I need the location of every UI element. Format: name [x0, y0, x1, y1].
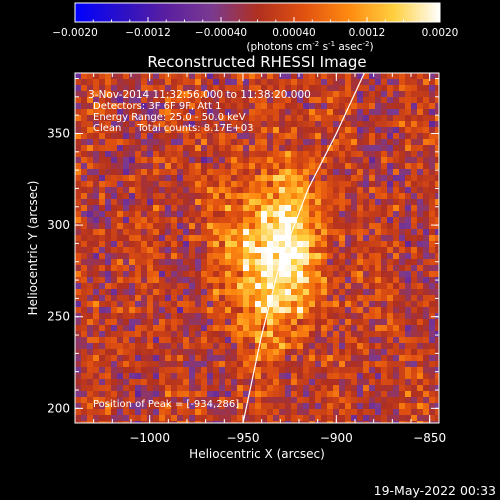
energy-range-text: Energy Range: 25.0 - 50.0 keV	[93, 112, 246, 123]
peak-position-text: Position of Peak = [-934,286]	[93, 399, 239, 410]
footer-date: 19-May-2022 00:33	[374, 483, 496, 498]
info-annotations: 3-Nov-2014 11:32:56.000 to 11:38:20.000 …	[88, 89, 311, 410]
colorbar-tick-label: −0.00040	[195, 27, 247, 39]
detectors-text: Detectors: 3F 6F 9F, Att 1	[93, 101, 221, 112]
x-tick-label: −900	[320, 431, 353, 445]
y-tick-label: 200	[47, 401, 70, 415]
clean-counts-text: Clean Total counts: 8.17E+03	[93, 123, 253, 134]
x-tick-label: −1000	[129, 431, 170, 445]
y-tick-label: 250	[47, 310, 70, 324]
axes-ticks: −1000 −950 −900 −850 200 250 300 350	[47, 73, 446, 445]
x-tick-label: −950	[227, 431, 260, 445]
colorbar	[74, 2, 441, 23]
colorbar-tick-label: −0.0020	[52, 27, 98, 39]
colorbar-tick-label: 0.0012	[349, 27, 386, 39]
colorbar-units: (photons cm-2 s-1 asec-2)	[246, 40, 373, 53]
y-tick-label: 350	[47, 126, 70, 140]
x-axis-label: Heliocentric X (arcsec)	[189, 447, 325, 461]
x-tick-label: −850	[413, 431, 446, 445]
colorbar-tick-label: −0.0012	[125, 27, 171, 39]
y-tick-label: 300	[47, 218, 70, 232]
plot-frame	[74, 72, 440, 424]
y-axis-label: Heliocentric Y (arcsec)	[26, 181, 40, 316]
colorbar-ticks: −0.0020 −0.0012 −0.00040 0.00040 0.0012 0.002…	[52, 17, 458, 39]
time-range-text: 3-Nov-2014 11:32:56.000 to 11:38:20.000	[88, 89, 311, 101]
colorbar-tick-label: 0.00040	[272, 27, 315, 39]
chart-title: Reconstructed RHESSI Image	[147, 53, 366, 71]
colorbar-tick-label: 0.0020	[422, 27, 459, 39]
solar-limb-line	[242, 73, 365, 423]
heatmap-image	[75, 73, 439, 423]
